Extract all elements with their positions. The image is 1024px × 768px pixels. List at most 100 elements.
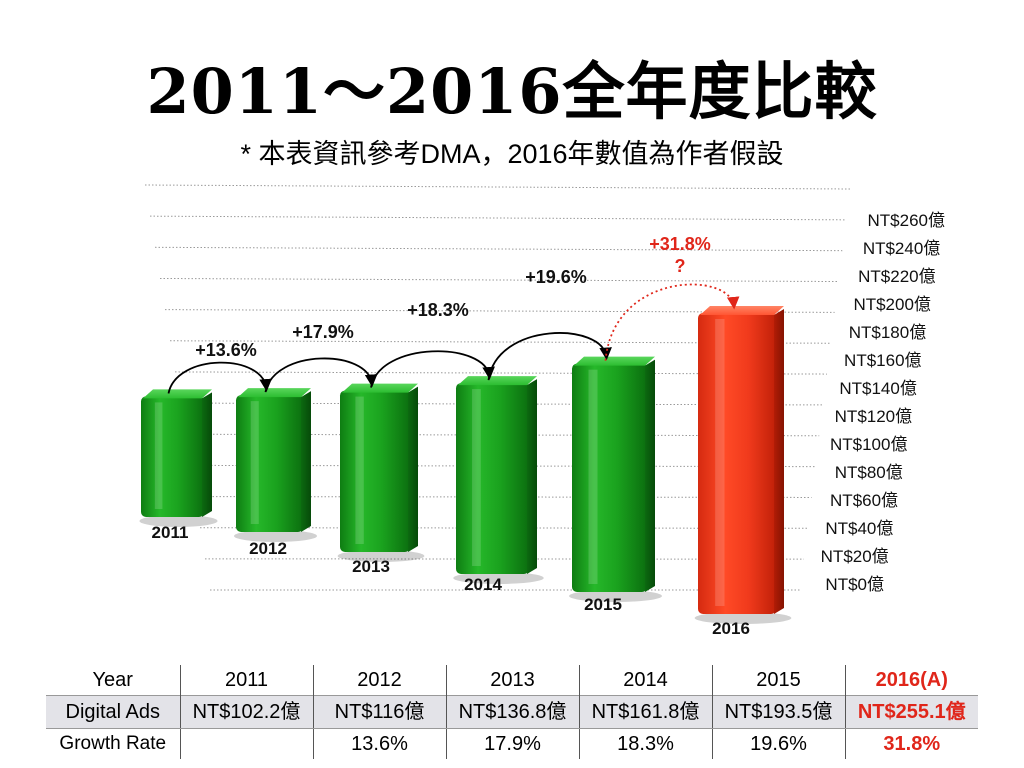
bar-2016-highlight <box>694 305 792 624</box>
header-cell-2015: 2015 <box>711 665 845 696</box>
bar-side <box>527 379 537 574</box>
gridline <box>144 184 851 190</box>
y-tick-label: NT$260億 <box>868 211 945 230</box>
y-tick-label: NT$20億 <box>821 547 889 566</box>
bar-top <box>342 383 418 393</box>
growth-arrows: +13.6% +17.9% +18.3% +19.6% +31.8%? <box>167 234 740 394</box>
x-axis-labels: 2011 2012 2013 2014 2015 2016 <box>152 523 750 638</box>
table-cell: 17.9% <box>445 728 579 759</box>
table-cell: 18.3% <box>578 728 712 759</box>
table-cell <box>179 728 313 759</box>
data-table: Year 2011 2012 2013 2014 2015 2016(A) Di… <box>46 665 978 759</box>
bar-sheen <box>355 396 364 544</box>
table-row-digital-ads: Digital Ads NT$102.2億 NT$116億 NT$136.8億 … <box>46 695 978 729</box>
row-label-digital-ads: Digital Ads <box>46 695 180 729</box>
bar <box>569 356 662 602</box>
y-tick-label: NT$180億 <box>849 323 926 342</box>
bar-top <box>574 356 655 366</box>
table-row-growth-rate: Growth Rate 13.6% 17.9% 18.3% 19.6% 31.8… <box>46 728 978 759</box>
bar-front <box>456 383 529 574</box>
y-tick-label: NT$200億 <box>853 295 930 314</box>
table-cell: NT$136.8億 <box>445 695 579 729</box>
y-tick-label: NT$80億 <box>835 463 903 482</box>
y-tick-label: NT$220億 <box>858 267 935 286</box>
y-axis-ticks: NT$0億 NT$20億 NT$40億 NT$60億 NT$80億 NT$100億 NT$1… <box>821 211 945 594</box>
gridline <box>149 215 847 221</box>
bar <box>337 383 425 562</box>
table-cell: NT$102.2億 <box>179 695 313 729</box>
gridline <box>154 246 843 252</box>
x-category-label: 2013 <box>352 557 390 576</box>
bar-shadow <box>569 590 662 602</box>
x-category-label: 2011 <box>152 523 189 542</box>
table-cell: 13.6% <box>312 728 446 759</box>
gridline <box>159 277 839 283</box>
bar-shadow <box>453 572 544 584</box>
bar-front <box>698 312 776 614</box>
y-tick-label: NT$40億 <box>825 519 893 538</box>
bar-shadow <box>694 612 792 624</box>
growth-arrow <box>167 361 272 394</box>
table-cell: NT$116億 <box>312 695 446 729</box>
bar-side <box>645 359 655 592</box>
x-category-label: 2016 <box>712 619 750 638</box>
bar-sheen <box>154 402 163 509</box>
growth-label: +19.6% <box>525 267 587 287</box>
header-cell-2016: 2016(A) <box>844 665 978 696</box>
bar-top <box>700 305 784 315</box>
bar-front <box>141 396 204 517</box>
bar-side <box>774 308 784 614</box>
y-tick-label: NT$120億 <box>835 407 912 426</box>
y-tick-label: NT$0億 <box>825 575 884 594</box>
bar <box>453 376 544 584</box>
bar-side <box>202 392 212 517</box>
x-category-label: 2014 <box>464 575 502 594</box>
growth-arrow <box>264 357 378 393</box>
y-tick-label: NT$160億 <box>844 351 921 370</box>
table-cell: NT$193.5億 <box>711 695 845 729</box>
y-tick-label: NT$60億 <box>830 491 898 510</box>
table-cell-highlight: 31.8% <box>844 728 978 759</box>
bars <box>139 305 792 624</box>
bar-shadow <box>233 530 318 542</box>
bar <box>139 389 218 527</box>
bar-sheen <box>250 401 259 524</box>
x-category-label: 2012 <box>249 539 287 558</box>
table-cell-highlight: NT$255.1億 <box>844 695 978 729</box>
slide-title: 2011～2016全年度比較 <box>146 55 878 128</box>
growth-label: ? <box>675 256 686 276</box>
slide-subtitle: * 本表資訊參考DMA，2016年數值為作者假設 <box>240 139 784 169</box>
header-cell-2011: 2011 <box>179 665 313 696</box>
bar-chart: NT$0億 NT$20億 NT$40億 NT$60億 NT$80億 NT$100億 NT$1… <box>139 184 945 638</box>
bar-front <box>572 363 647 592</box>
bar-shadow <box>337 550 425 562</box>
bar-sheen <box>472 389 481 566</box>
y-tick-label: NT$140億 <box>839 379 916 398</box>
bar-side <box>301 391 311 532</box>
header-cell-2012: 2012 <box>312 665 446 696</box>
row-label-growth-rate: Growth Rate <box>59 733 167 754</box>
bar-top <box>238 388 311 398</box>
header-cell-year: Year <box>92 669 133 691</box>
bar-sheen <box>588 369 598 584</box>
growth-label: +13.6% <box>195 340 257 360</box>
table-cell: NT$161.8億 <box>578 695 712 729</box>
bar-top <box>143 389 212 399</box>
bar-top <box>458 376 537 386</box>
growth-arrow <box>370 350 495 388</box>
growth-label: +17.9% <box>292 322 354 342</box>
table-header-row: Year 2011 2012 2013 2014 2015 2016(A) <box>46 665 978 696</box>
header-cell-2013: 2013 <box>445 665 579 696</box>
y-tick-label: NT$100億 <box>830 435 907 454</box>
table-cell: 19.6% <box>711 728 845 759</box>
bar <box>233 388 318 542</box>
y-tick-label: NT$240億 <box>863 239 940 258</box>
growth-arrow <box>487 332 612 381</box>
growth-label: +18.3% <box>407 300 469 320</box>
bar-front <box>236 395 303 532</box>
bar-side <box>408 386 418 552</box>
growth-label: +31.8% <box>649 234 711 254</box>
x-category-label: 2015 <box>584 595 622 614</box>
header-cell-2014: 2014 <box>578 665 712 696</box>
bar-sheen <box>715 318 725 606</box>
